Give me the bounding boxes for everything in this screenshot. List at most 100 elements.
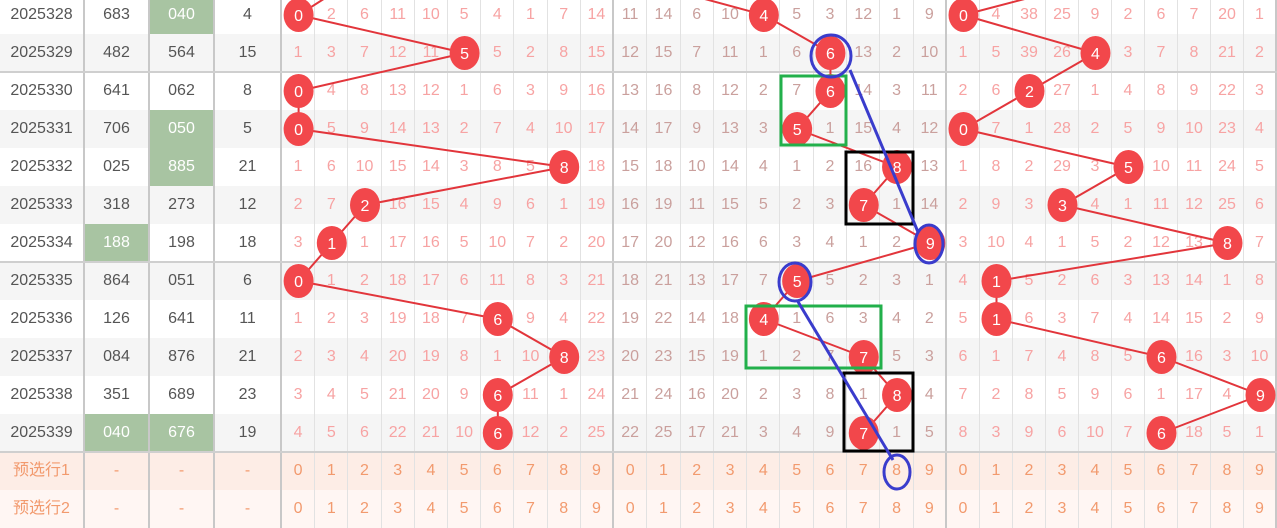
- preselect-digit[interactable]: 8: [548, 452, 581, 490]
- hit-ball: 5: [1113, 150, 1144, 184]
- preselect-digit[interactable]: 9: [581, 452, 614, 490]
- preselect-digit[interactable]: 0: [614, 452, 648, 490]
- preselect-digit[interactable]: 8: [880, 452, 914, 490]
- omission-cell: 17: [614, 224, 648, 262]
- hit-cell: [481, 376, 515, 414]
- preselect-digit[interactable]: 5: [448, 452, 482, 490]
- table-row: 2025329 482 564 15 1 3 7 12 11 5 2 8 15 12 15 7 11 1 6 13 2 1…: [0, 34, 1277, 72]
- omission-cell: 10: [481, 224, 515, 262]
- preselect-digit[interactable]: 2: [681, 452, 714, 490]
- preselect-digit[interactable]: 5: [781, 452, 814, 490]
- preselect-digit[interactable]: 2: [1013, 452, 1046, 490]
- preselect-digit[interactable]: 7: [1178, 452, 1211, 490]
- omission-cell: 10: [415, 0, 448, 34]
- draw-number-2: 198: [150, 224, 215, 262]
- ball-shape: [1146, 340, 1177, 374]
- hit-cell: [1046, 186, 1079, 224]
- omission-cell: 22: [614, 414, 648, 452]
- omission-cell: 20: [1211, 0, 1244, 34]
- draw-number-1: 318: [85, 186, 150, 224]
- preselect-digit[interactable]: 4: [415, 452, 448, 490]
- preselect-digit[interactable]: 6: [1145, 452, 1178, 490]
- omission-cell: 38: [1013, 0, 1046, 34]
- hit-ball: 9: [915, 226, 946, 260]
- ball-shape: [283, 74, 314, 108]
- preselect-digit[interactable]: 3: [714, 452, 748, 490]
- hit-ball: 4: [748, 302, 779, 336]
- omission-cell: 5: [947, 300, 980, 338]
- omission-cell: 21: [714, 414, 748, 452]
- hit-ball: 6: [1146, 340, 1177, 374]
- preselect-digit[interactable]: 7: [514, 452, 548, 490]
- sum-value: 11: [215, 300, 282, 338]
- sum-value: 4: [215, 0, 282, 34]
- omission-cell: 6: [681, 0, 714, 34]
- draw-number-1: 482: [85, 34, 150, 72]
- omission-cell: 17: [647, 110, 681, 148]
- preselect-digit[interactable]: 0: [282, 452, 316, 490]
- ball-digit: 6: [493, 312, 502, 329]
- omission-cell: 5: [980, 34, 1013, 72]
- annotation-blue-circle: [882, 453, 912, 491]
- ball-digit: 6: [1157, 350, 1166, 367]
- preselect-digit[interactable]: 3: [1046, 452, 1079, 490]
- omission-cell: 2: [914, 300, 947, 338]
- hit-ball: 9: [1245, 378, 1276, 412]
- preselect-digit[interactable]: 2: [348, 452, 382, 490]
- preselect-digit[interactable]: 4: [1079, 452, 1112, 490]
- ball-digit: 2: [1025, 84, 1034, 101]
- omission-cell: 7: [1079, 300, 1112, 338]
- omission-cell: 3: [448, 148, 482, 186]
- hit-ball: 6: [815, 74, 846, 108]
- omission-cell: 17: [681, 414, 714, 452]
- omission-cell: 22: [382, 414, 415, 452]
- omission-cell: 14: [714, 148, 748, 186]
- trend-line: [796, 128, 898, 168]
- omission-cell: 1: [548, 376, 581, 414]
- omission-cell: 10: [681, 148, 714, 186]
- hit-cell: [980, 262, 1013, 300]
- preselect-row[interactable]: 预选行1- - -0 1 2 3 4 5 6 7 8 9 0 1 2 3 4 5 6 7 8 9 0 1 2 3 4 5 6 7 8 9: [0, 452, 1277, 490]
- omission-cell: 8: [514, 262, 548, 300]
- omission-cell: 2: [1046, 262, 1079, 300]
- draw-number-1: 641: [85, 72, 150, 110]
- preselect-digit[interactable]: 7: [847, 452, 881, 490]
- trend-line: [1161, 356, 1261, 396]
- preselect-digit[interactable]: 8: [1211, 452, 1244, 490]
- preselect-digit[interactable]: 9: [1244, 452, 1277, 490]
- preselect-digit[interactable]: 1: [647, 452, 681, 490]
- omission-cell: 5: [1112, 338, 1145, 376]
- preselect-digit[interactable]: 6: [814, 452, 848, 490]
- hit-ball: 8: [549, 150, 580, 184]
- ball-digit: 4: [759, 8, 768, 25]
- omission-cell: 10: [1244, 338, 1277, 376]
- omission-cell: 10: [1145, 148, 1178, 186]
- preselect-digit[interactable]: 3: [382, 452, 415, 490]
- preselect-digit[interactable]: 1: [315, 452, 349, 490]
- preselect-digit[interactable]: 6: [481, 452, 515, 490]
- ball-shape: [848, 340, 879, 374]
- omission-cell: 24: [1211, 148, 1244, 186]
- hit-ball: 5: [782, 112, 813, 146]
- preselect-digit[interactable]: 9: [914, 452, 947, 490]
- preselect-digit[interactable]: 0: [947, 452, 980, 490]
- ball-digit: 6: [493, 426, 502, 443]
- omission-cell: 12: [415, 72, 448, 110]
- hit-cell: [947, 110, 980, 148]
- omission-cell: 14: [914, 186, 947, 224]
- preselect-digit[interactable]: 5: [1112, 452, 1145, 490]
- ball-digit: 5: [460, 46, 469, 63]
- omission-cell: 6: [1112, 376, 1145, 414]
- omission-cell: 1: [1244, 414, 1277, 452]
- hit-cell: [282, 0, 316, 34]
- hit-ball: 6: [482, 378, 513, 412]
- omission-cell: 4: [1013, 224, 1046, 262]
- preselect-digit[interactable]: 4: [747, 452, 781, 490]
- annotation-blue-circle: [777, 261, 813, 303]
- draw-number-2: 676: [150, 414, 215, 452]
- omission-cell: 2: [1013, 148, 1046, 186]
- preselect-digit[interactable]: 1: [980, 452, 1013, 490]
- omission-cell: 19: [614, 300, 648, 338]
- omission-cell: 15: [581, 34, 614, 72]
- ball-shape: [549, 340, 580, 374]
